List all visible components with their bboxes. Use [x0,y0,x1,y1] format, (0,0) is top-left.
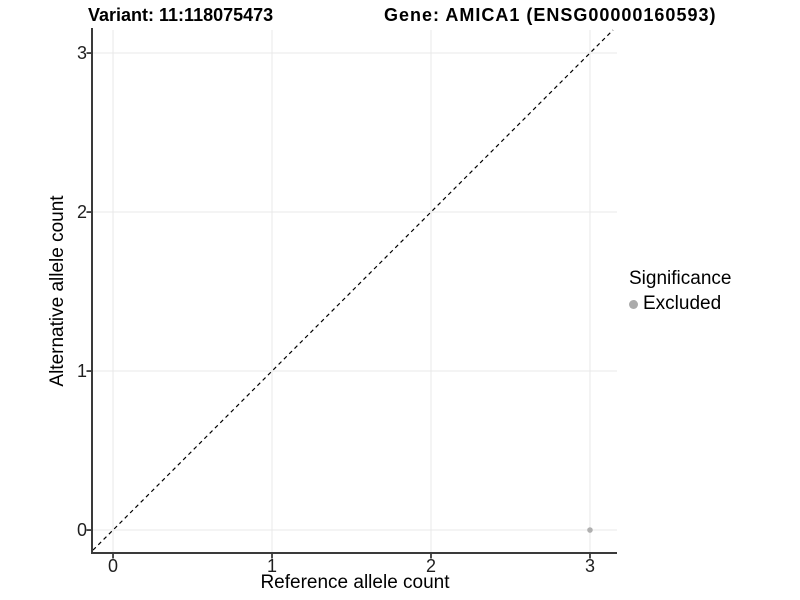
legend-entries: Excluded [629,293,731,315]
y-tick-label: 2 [76,202,87,223]
plot-title-variant: Variant: 11:118075473 [88,5,274,25]
plot-panel [86,28,617,559]
legend-point-icon [629,299,638,309]
legend-label: Excluded [643,293,722,314]
x-tick-label: 0 [108,556,119,576]
legend: Significance Excluded [629,268,731,315]
legend-title: Significance [629,268,732,289]
plot-title-gene: Gene: AMICA1 (ENSG00000160593) [384,5,717,25]
y-axis-title: Alternative allele count [47,195,68,387]
data-point [587,527,593,533]
y-tick-label: 1 [76,361,87,382]
y-tick-label: 3 [76,43,87,64]
y-tick-label: 0 [76,520,87,541]
x-axis-title: Reference allele count [260,572,450,593]
x-tick-label: 3 [584,556,595,576]
identity-line [92,29,614,551]
x-tick-label: 1 [266,556,278,576]
x-tick-label: 2 [425,556,436,576]
legend-entry: Excluded [629,293,731,315]
